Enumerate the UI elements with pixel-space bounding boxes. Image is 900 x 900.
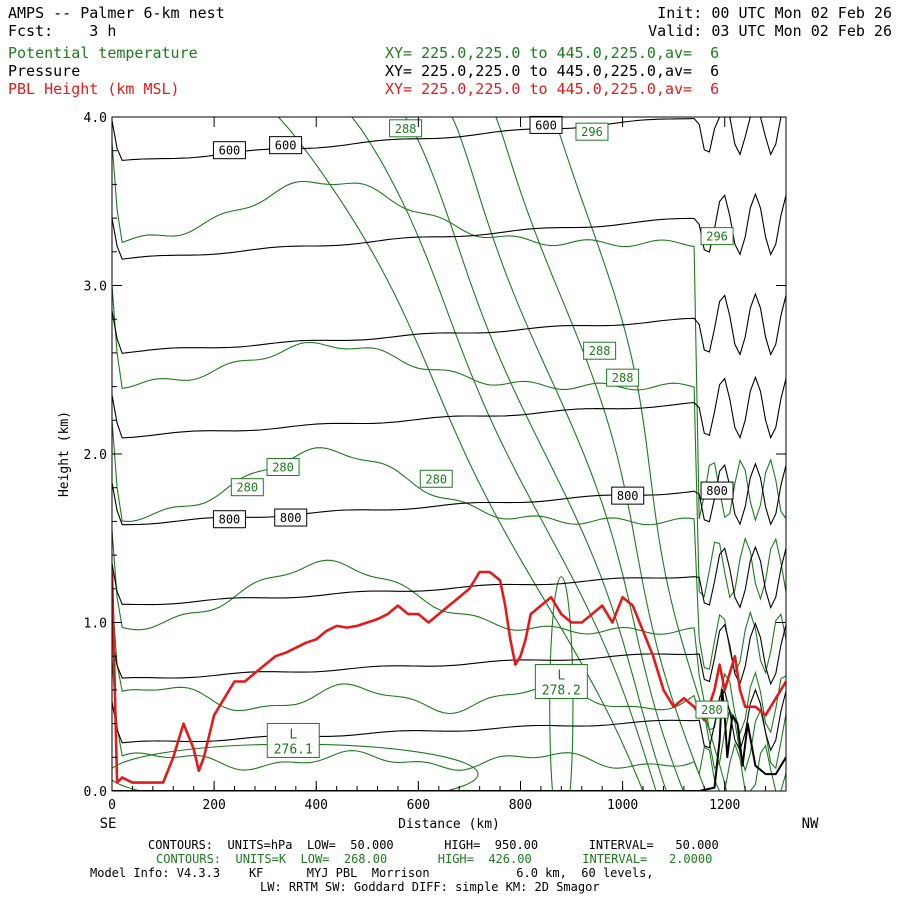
y-tick-label: 2.0 bbox=[84, 448, 107, 463]
theta-contour-line bbox=[451, 117, 684, 791]
x-tick-label: 1200 bbox=[709, 798, 740, 813]
contour-label: 800 bbox=[617, 489, 639, 503]
theta-contour-line bbox=[112, 142, 786, 522]
contour-label-box bbox=[606, 368, 640, 387]
model-title: AMPS -- Palmer 6-km nest bbox=[8, 4, 225, 22]
theta-contour-line bbox=[351, 117, 657, 791]
x-end-label-left: SE bbox=[100, 816, 117, 832]
pressure-contour-line bbox=[112, 545, 786, 610]
footer-model-info: Model Info: V4.3.3 KF MYJ PBL Morrison 6… bbox=[90, 866, 654, 880]
y-axis-label: Height (km) bbox=[57, 411, 72, 497]
contour-label-box bbox=[611, 486, 645, 505]
legend-pressure-xy: XY= 225.0,225.0 to 445.0,225.0,av= 6 bbox=[385, 62, 720, 80]
pressure-contour-line bbox=[112, 688, 786, 752]
y-tick-label: 1.0 bbox=[84, 617, 107, 632]
low-label-box bbox=[534, 663, 588, 699]
x-end-label-right: NW bbox=[802, 816, 819, 832]
footer-physics-info: LW: RRTM SW: Goddard DIFF: simple KM: 2D… bbox=[260, 880, 600, 894]
contour-label-box bbox=[274, 508, 308, 527]
contour-label-box bbox=[212, 510, 246, 529]
x-tick-label: 1000 bbox=[607, 798, 638, 813]
pressure-contour-line bbox=[112, 375, 786, 440]
theta-contour-line bbox=[277, 117, 644, 791]
legend-pbl-xy: XY= 225.0,225.0 to 445.0,225.0,av= 6 bbox=[385, 80, 720, 98]
pbl-height-line bbox=[112, 570, 786, 784]
contour-label: 296 bbox=[581, 125, 603, 139]
theta-contour-line bbox=[553, 117, 728, 791]
x-tick-label: 0 bbox=[108, 798, 116, 813]
y-tick-label: 0.0 bbox=[84, 785, 107, 800]
contour-label-box bbox=[269, 136, 303, 155]
low-contour-ring bbox=[549, 576, 574, 791]
legend-pbl-label: PBL Height (km MSL) bbox=[8, 80, 180, 98]
contour-label-box bbox=[230, 478, 264, 497]
contour-label-box bbox=[700, 481, 734, 500]
footer-theta-contours: CONTOURS: UNITS=K LOW= 268.00 HIGH= 426.… bbox=[156, 852, 713, 866]
contour-label-box bbox=[700, 227, 734, 246]
theta-contour-line bbox=[112, 529, 786, 735]
low-label-box bbox=[266, 722, 320, 758]
theta-contour-line bbox=[112, 659, 786, 791]
contour-label: 280 bbox=[425, 472, 447, 486]
contour-label-box bbox=[529, 115, 563, 134]
pressure-contour-line bbox=[112, 292, 786, 357]
fcst-label: Fcst: bbox=[8, 22, 54, 40]
low-letter: L bbox=[289, 727, 297, 742]
pressure-contour-line bbox=[112, 192, 786, 260]
theta-contour-line bbox=[112, 420, 786, 675]
contour-label: 800 bbox=[706, 484, 728, 498]
x-tick-label: 400 bbox=[305, 798, 328, 813]
contour-label: 288 bbox=[395, 122, 417, 136]
theta-contour-line bbox=[112, 597, 786, 773]
low-letter: L bbox=[557, 668, 565, 683]
contour-label-box bbox=[575, 122, 609, 141]
x-tick-label: 600 bbox=[407, 798, 430, 813]
forecast-hour: Fcst: 3 h bbox=[8, 22, 116, 40]
contour-label-box bbox=[212, 141, 246, 160]
contour-label-box bbox=[583, 341, 617, 360]
y-tick-label: 4.0 bbox=[84, 111, 107, 126]
low-value: 276.1 bbox=[274, 742, 313, 757]
y-tick-label: 3.0 bbox=[84, 280, 107, 295]
terrain-line bbox=[112, 688, 786, 791]
pressure-contour-line bbox=[112, 622, 786, 686]
contour-label: 600 bbox=[219, 144, 241, 158]
contour-label: 296 bbox=[706, 230, 728, 244]
contour-label: 280 bbox=[701, 703, 723, 717]
x-axis-label: Distance (km) bbox=[398, 817, 500, 832]
x-tick-label: 800 bbox=[509, 798, 532, 813]
contour-label: 288 bbox=[612, 371, 634, 385]
contour-label: 280 bbox=[272, 460, 294, 474]
contour-label: 600 bbox=[275, 139, 297, 153]
contour-label: 800 bbox=[219, 513, 241, 527]
legend-pressure-label: Pressure bbox=[8, 62, 81, 80]
contour-label: 800 bbox=[280, 511, 302, 525]
footer-pressure-contours: CONTOURS: UNITS=hPa LOW= 50.000 HIGH= 95… bbox=[148, 838, 719, 852]
legend-theta-label: Potential temperature bbox=[8, 44, 198, 62]
contour-label-box bbox=[389, 119, 423, 138]
contour-label-box bbox=[695, 700, 729, 719]
contour-label: 288 bbox=[589, 344, 611, 358]
x-tick-label: 200 bbox=[202, 798, 225, 813]
init-time: Init: 00 UTC Mon 02 Feb 26 bbox=[657, 4, 892, 22]
contour-label: 600 bbox=[535, 118, 557, 132]
contour-label-box bbox=[419, 469, 453, 488]
fcst-value: 3 h bbox=[89, 22, 117, 40]
valid-time: Valid: 03 UTC Mon 02 Feb 26 bbox=[648, 22, 892, 40]
theta-contour-line bbox=[112, 285, 786, 601]
low-value: 278.2 bbox=[542, 683, 581, 698]
theta-contour-line bbox=[405, 117, 667, 791]
contour-label-box bbox=[266, 457, 300, 476]
legend-theta-xy: XY= 225.0,225.0 to 445.0,225.0,av= 6 bbox=[385, 44, 720, 62]
contour-label: 280 bbox=[236, 481, 258, 495]
theta-contour-line bbox=[495, 117, 707, 791]
